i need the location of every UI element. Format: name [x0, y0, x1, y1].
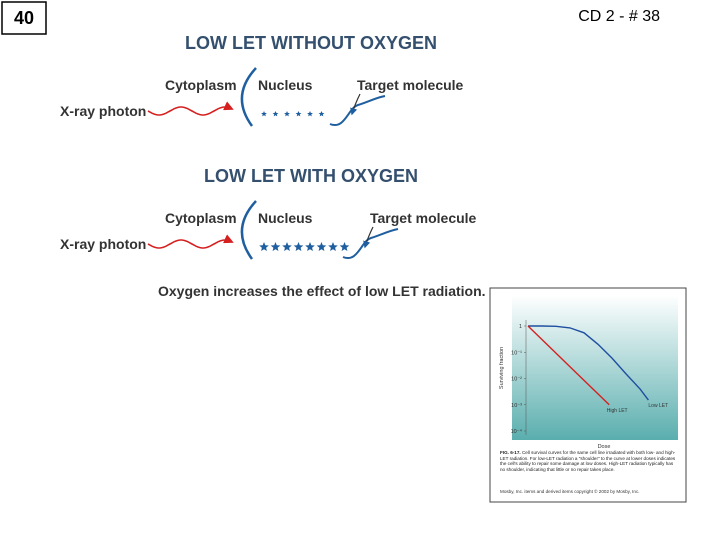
- page-number-box: [1, 1, 47, 35]
- label-target: Target molecule: [357, 77, 464, 93]
- y-tick-label: 10⁻³: [511, 403, 522, 409]
- free-radical: [339, 242, 350, 251]
- y-tick-label: 10⁻¹: [511, 350, 522, 356]
- pointer-arrow: [350, 93, 361, 116]
- figure-label: FIG. 6-17.: [500, 450, 521, 455]
- photon-wave: [147, 234, 234, 249]
- label-cytoplasm: Cytoplasm: [165, 210, 237, 226]
- nuclear-membrane: [240, 67, 257, 127]
- page-number: 40: [14, 8, 34, 28]
- chart: 1 10⁻¹ 10⁻² 10⁻³ 10⁻⁴ Surviving fraction Dose L…: [499, 320, 668, 450]
- free-radical: [284, 111, 290, 117]
- free-radical: [318, 111, 325, 117]
- free-radical: [293, 242, 304, 251]
- free-radical: [270, 242, 281, 251]
- label-target: Target molecule: [370, 210, 477, 226]
- figure-text: Cell survival curves for the same cell l…: [500, 450, 676, 472]
- free-radical: [295, 111, 302, 117]
- label-photon: X-ray photon: [60, 236, 146, 252]
- label-photon: X-ray photon: [60, 103, 146, 119]
- y-tick-label: 10⁻⁴: [511, 428, 523, 435]
- free-radical: [272, 111, 279, 117]
- pointer-arrow: [363, 226, 374, 249]
- slide-ref: CD 2 - # 38: [578, 8, 660, 25]
- target-molecule: [329, 95, 386, 127]
- caption: Oxygen increases the effect of low LET r…: [158, 283, 486, 299]
- free-radical: [305, 242, 315, 251]
- photon-wave: [147, 101, 234, 116]
- panel-title: LOW LET WITHOUT OXYGEN: [185, 33, 437, 53]
- series-line: [527, 325, 610, 406]
- free-radical: [316, 242, 327, 251]
- y-axis-label: Surviving fraction: [499, 347, 505, 389]
- target-molecule: [342, 228, 399, 260]
- free-radical: [307, 111, 313, 117]
- y-tick-label: 10⁻²: [511, 377, 522, 383]
- free-radical: [261, 111, 267, 117]
- nuclear-membrane: [240, 200, 257, 260]
- figure-credit: Mosby, Inc. items and derived items copy…: [500, 489, 640, 494]
- diagrams: LOW LET WITHOUT OXYGEN Cytoplasm Nucleus Ta…: [60, 33, 477, 260]
- y-tick-label: 1: [519, 324, 522, 330]
- series-label: High LET: [607, 408, 628, 414]
- free-radical: [282, 242, 292, 251]
- x-axis-label: Dose: [598, 444, 611, 450]
- label-nucleus: Nucleus: [258, 210, 313, 226]
- figure-caption: FIG. 6-17. Cell survival curves for the …: [500, 450, 678, 472]
- label-nucleus: Nucleus: [258, 77, 313, 93]
- label-cytoplasm: Cytoplasm: [165, 77, 237, 93]
- series-label: Low LET: [648, 403, 668, 409]
- series-line: [528, 325, 649, 401]
- free-radical: [328, 242, 338, 251]
- panel-title: LOW LET WITH OXYGEN: [204, 166, 418, 186]
- chart-panel: [512, 295, 678, 440]
- free-radical: [259, 242, 269, 251]
